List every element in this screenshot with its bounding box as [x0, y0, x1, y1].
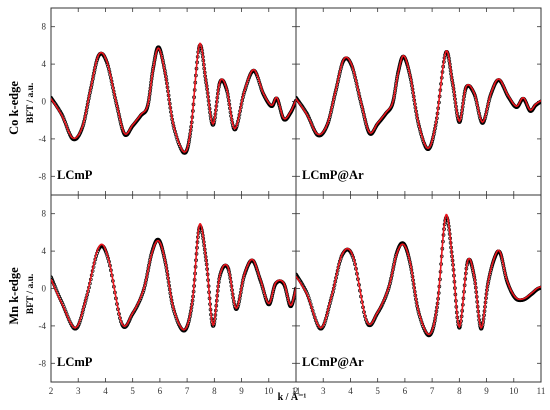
x-tick-label: 2: [294, 386, 299, 396]
x-tick-label: 6: [403, 386, 408, 396]
fit-series-line: [296, 50, 541, 150]
plot-area: [51, 222, 296, 333]
x-tick-label: 6: [158, 386, 163, 396]
y-tick-label: 8: [42, 209, 47, 219]
y-tick-label: -8: [39, 171, 47, 181]
x-tick-label: 9: [239, 386, 244, 396]
x-tick-label: 8: [212, 386, 217, 396]
row-label-mn: Mn k-edge: [7, 267, 21, 325]
x-axis-label: k / Å⁻¹: [278, 391, 307, 403]
y-tick-label: 0: [42, 97, 47, 107]
x-tick-label: 8: [457, 386, 462, 396]
y-tick-label: 4: [42, 246, 47, 256]
y-tick-label: -4: [39, 134, 47, 144]
y-tick-label: -4: [39, 321, 47, 331]
panel-title: LCmP@Ar: [302, 168, 364, 182]
plot-area: [296, 213, 541, 338]
row-label-co: Co k-edge: [7, 81, 21, 135]
x-tick-label: 11: [292, 386, 301, 396]
experiment-series: [296, 50, 541, 152]
x-tick-label: 4: [103, 386, 108, 396]
panel-title: LCmP: [57, 355, 93, 369]
plot-area: [51, 42, 296, 155]
panel-title: LCmP: [57, 168, 93, 182]
experiment-series: [51, 43, 296, 155]
panel-1: -8 -4 0 4 8 LCmP: [39, 7, 297, 196]
panel-title: LCmP@Ar: [302, 355, 364, 369]
x-tick-label: 2: [49, 386, 54, 396]
x-tick-label: 11: [537, 386, 546, 396]
x-tick-label: 4: [348, 386, 353, 396]
panel-4: 2 3 4 5 6 7 8 9 10 11 LCmP@Ar: [294, 194, 546, 396]
y-axis-label-top: BFT / a.u.: [26, 83, 36, 123]
x-tick-label: 10: [264, 386, 274, 396]
experiment-point: [294, 98, 296, 103]
panels-group: -8 -4 0 4 8 LCmP LCmP@Ar 2 3 4 5 6 7 8 9 10 11 -8 -4 0 4 8 LCm…: [39, 7, 546, 396]
panel-2: LCmP@Ar: [295, 7, 542, 196]
x-tick-label: 7: [430, 386, 435, 396]
y-tick-label: -8: [39, 358, 47, 368]
y-tick-label: 4: [42, 59, 47, 69]
plot-area: [296, 50, 541, 152]
fit-series-line: [51, 222, 296, 331]
x-tick-label: 7: [185, 386, 190, 396]
x-tick-label: 5: [375, 386, 380, 396]
y-tick-label: 8: [42, 22, 47, 32]
y-axis-label-bottom: BFT / a.u.: [26, 274, 36, 314]
fit-series-line: [51, 42, 296, 153]
panel-3: 2 3 4 5 6 7 8 9 10 11 -8 -4 0 4 8 LCmP: [39, 194, 301, 396]
experiment-point: [294, 286, 296, 291]
x-tick-label: 3: [321, 386, 326, 396]
fit-series-line: [296, 213, 541, 336]
x-tick-label: 9: [484, 386, 489, 396]
x-tick-label: 10: [509, 386, 519, 396]
y-tick-label: 0: [42, 284, 47, 294]
x-tick-label: 3: [76, 386, 81, 396]
x-tick-label: 5: [130, 386, 135, 396]
